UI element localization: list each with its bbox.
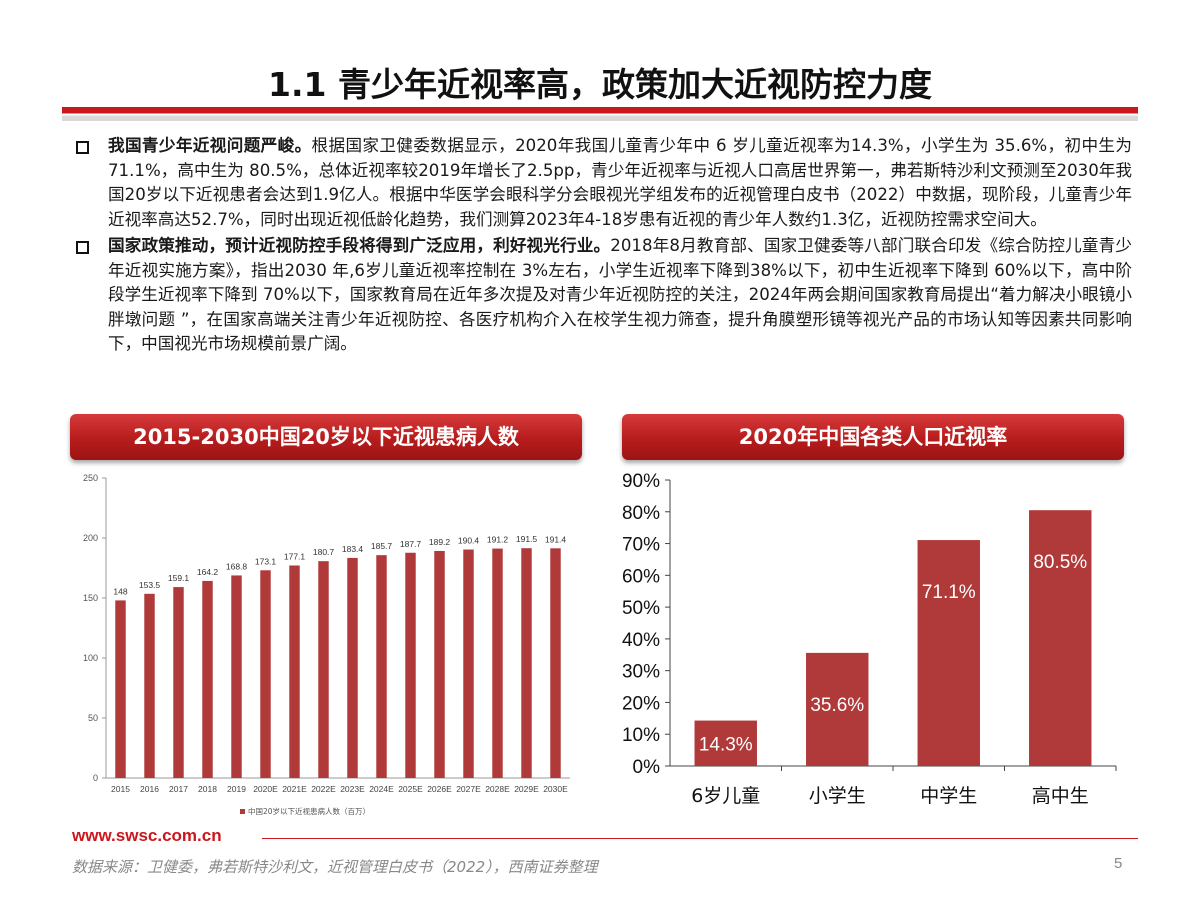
y-tick-label: 10% xyxy=(622,725,660,746)
x-tick-label: 2024E xyxy=(369,784,394,794)
square-bullet-icon xyxy=(76,241,89,254)
x-tick-label: 2019 xyxy=(227,784,246,794)
x-tick-label: 2016 xyxy=(140,784,159,794)
bullet-heading: 国家政策推动，预计近视防控手段将得到广泛应用，利好视光行业。 xyxy=(108,236,611,255)
y-tick-label: 100 xyxy=(83,653,98,663)
x-tick-label: 2021E xyxy=(282,784,307,794)
bar xyxy=(550,548,561,778)
y-tick-label: 80% xyxy=(622,503,660,524)
y-tick-label: 250 xyxy=(83,473,98,483)
bullet-list: 我国青少年近视问题严峻。根据国家卫健委数据显示，2020年我国儿童青少年中 6 … xyxy=(70,134,1132,359)
square-bullet-icon xyxy=(76,141,89,154)
bar-value-label: 191.2 xyxy=(487,535,509,545)
x-tick-label: 2020E xyxy=(253,784,278,794)
myopia-rate-bar-chart: 0% 10% 20% 30% 40% 50% 60% 70% 80% 90% 14.3% 6岁儿童 35… xyxy=(622,471,1117,807)
footer-url: www.swsc.com.cn xyxy=(72,826,222,845)
x-tick-label: 高中生 xyxy=(1032,785,1089,807)
bar-value-label: 153.5 xyxy=(139,580,161,590)
y-tick-label: 0 xyxy=(93,773,98,783)
data-source-note: 数据来源：卫健委，弗若斯特沙利文，近视管理白皮书（2022），西南证券整理 xyxy=(72,858,598,876)
bar xyxy=(347,557,358,778)
bar-value-label: 173.1 xyxy=(255,556,277,566)
y-tick-label: 50 xyxy=(88,713,98,723)
bar xyxy=(1029,510,1092,766)
x-tick-label: 2026E xyxy=(427,784,452,794)
chart-title-myopia-rate: 2020年中国各类人口近视率 xyxy=(622,414,1124,460)
bullet-text: 根据国家卫健委数据显示，2020年我国儿童青少年中 6 岁儿童近视率为14.3%… xyxy=(108,136,1132,229)
bar xyxy=(434,550,445,778)
x-tick-label: 小学生 xyxy=(809,785,866,807)
bullet-item: 国家政策推动，预计近视防控手段将得到广泛应用，利好视光行业。2018年8月教育部… xyxy=(70,234,1132,357)
bar xyxy=(463,549,474,778)
x-tick-label: 2023E xyxy=(340,784,365,794)
y-tick-label: 70% xyxy=(622,535,660,556)
x-tick-label: 2015 xyxy=(111,784,130,794)
y-tick-label: 60% xyxy=(622,566,660,587)
bar xyxy=(405,552,416,778)
bar xyxy=(231,575,242,778)
legend-label: 中国20岁以下近视患病人数（百万） xyxy=(248,806,370,816)
y-tick-label: 200 xyxy=(83,533,98,543)
x-tick-label: 2018 xyxy=(198,784,217,794)
bar-value-label: 191.4 xyxy=(545,534,567,544)
bar-value-label: 191.5 xyxy=(516,534,538,544)
bar xyxy=(376,555,387,778)
bar xyxy=(173,587,184,778)
bar xyxy=(260,570,271,778)
page-title: 1.1 青少年近视率高，政策加大近视防控力度 xyxy=(268,65,932,104)
bar xyxy=(806,652,869,766)
bar xyxy=(492,548,503,778)
bar xyxy=(917,540,980,766)
bar-value-label: 190.4 xyxy=(458,536,480,546)
x-tick-label: 6岁儿童 xyxy=(691,785,760,807)
bar-value-label: 185.7 xyxy=(371,541,393,551)
x-tick-label: 2028E xyxy=(485,784,510,794)
footer-divider xyxy=(262,838,1138,839)
y-tick-label: 50% xyxy=(622,598,660,619)
bar-value-label: 71.1% xyxy=(922,582,976,603)
x-tick-label: 2025E xyxy=(398,784,423,794)
bar xyxy=(202,580,213,778)
myopia-patients-bar-chart: 0 50 100 150 200 250 148 2015 153.5 2016 159.1 2017… xyxy=(83,473,570,816)
bar xyxy=(115,600,126,778)
x-tick-label: 2029E xyxy=(514,784,539,794)
y-tick-label: 0% xyxy=(633,757,661,778)
y-tick-label: 90% xyxy=(622,471,660,492)
bar-value-label: 164.2 xyxy=(197,567,219,577)
bullet-item: 我国青少年近视问题严峻。根据国家卫健委数据显示，2020年我国儿童青少年中 6 … xyxy=(70,134,1132,232)
bullet-heading: 我国青少年近视问题严峻。 xyxy=(108,136,312,155)
bar-value-label: 14.3% xyxy=(699,734,753,755)
bullet-text: 2018年8月教育部、国家卫健委等八部门联合印发《综合防控儿童青少年近视实施方案… xyxy=(108,236,1133,353)
y-tick-label: 20% xyxy=(622,693,660,714)
bar-value-label: 180.7 xyxy=(313,547,335,557)
bar-value-label: 148 xyxy=(113,586,127,596)
bar-value-label: 177.1 xyxy=(284,551,306,561)
bar xyxy=(144,593,155,778)
bar xyxy=(318,561,329,778)
title-divider xyxy=(62,107,1138,121)
bar-value-label: 35.6% xyxy=(810,695,864,716)
bar-value-label: 183.4 xyxy=(342,544,364,554)
chart-title-myopia-patients: 2015-2030中国20岁以下近视患病人数 xyxy=(70,414,582,460)
y-tick-label: 150 xyxy=(83,593,98,603)
x-tick-label: 中学生 xyxy=(920,785,977,807)
y-tick-label: 40% xyxy=(622,630,660,651)
x-tick-label: 2022E xyxy=(311,784,336,794)
bar-value-label: 187.7 xyxy=(400,539,422,549)
bar xyxy=(289,565,300,778)
bar xyxy=(694,720,757,766)
legend-swatch xyxy=(240,809,245,814)
x-tick-label: 2017 xyxy=(169,784,188,794)
page-number: 5 xyxy=(1114,855,1123,872)
bar-value-label: 159.1 xyxy=(168,573,190,583)
x-tick-label: 2030E xyxy=(543,784,568,794)
bar-value-label: 189.2 xyxy=(429,537,451,547)
bar-value-label: 168.8 xyxy=(226,561,248,571)
y-tick-label: 30% xyxy=(622,662,660,683)
x-tick-label: 2027E xyxy=(456,784,481,794)
bar xyxy=(521,548,532,778)
bar-value-label: 80.5% xyxy=(1033,552,1087,573)
